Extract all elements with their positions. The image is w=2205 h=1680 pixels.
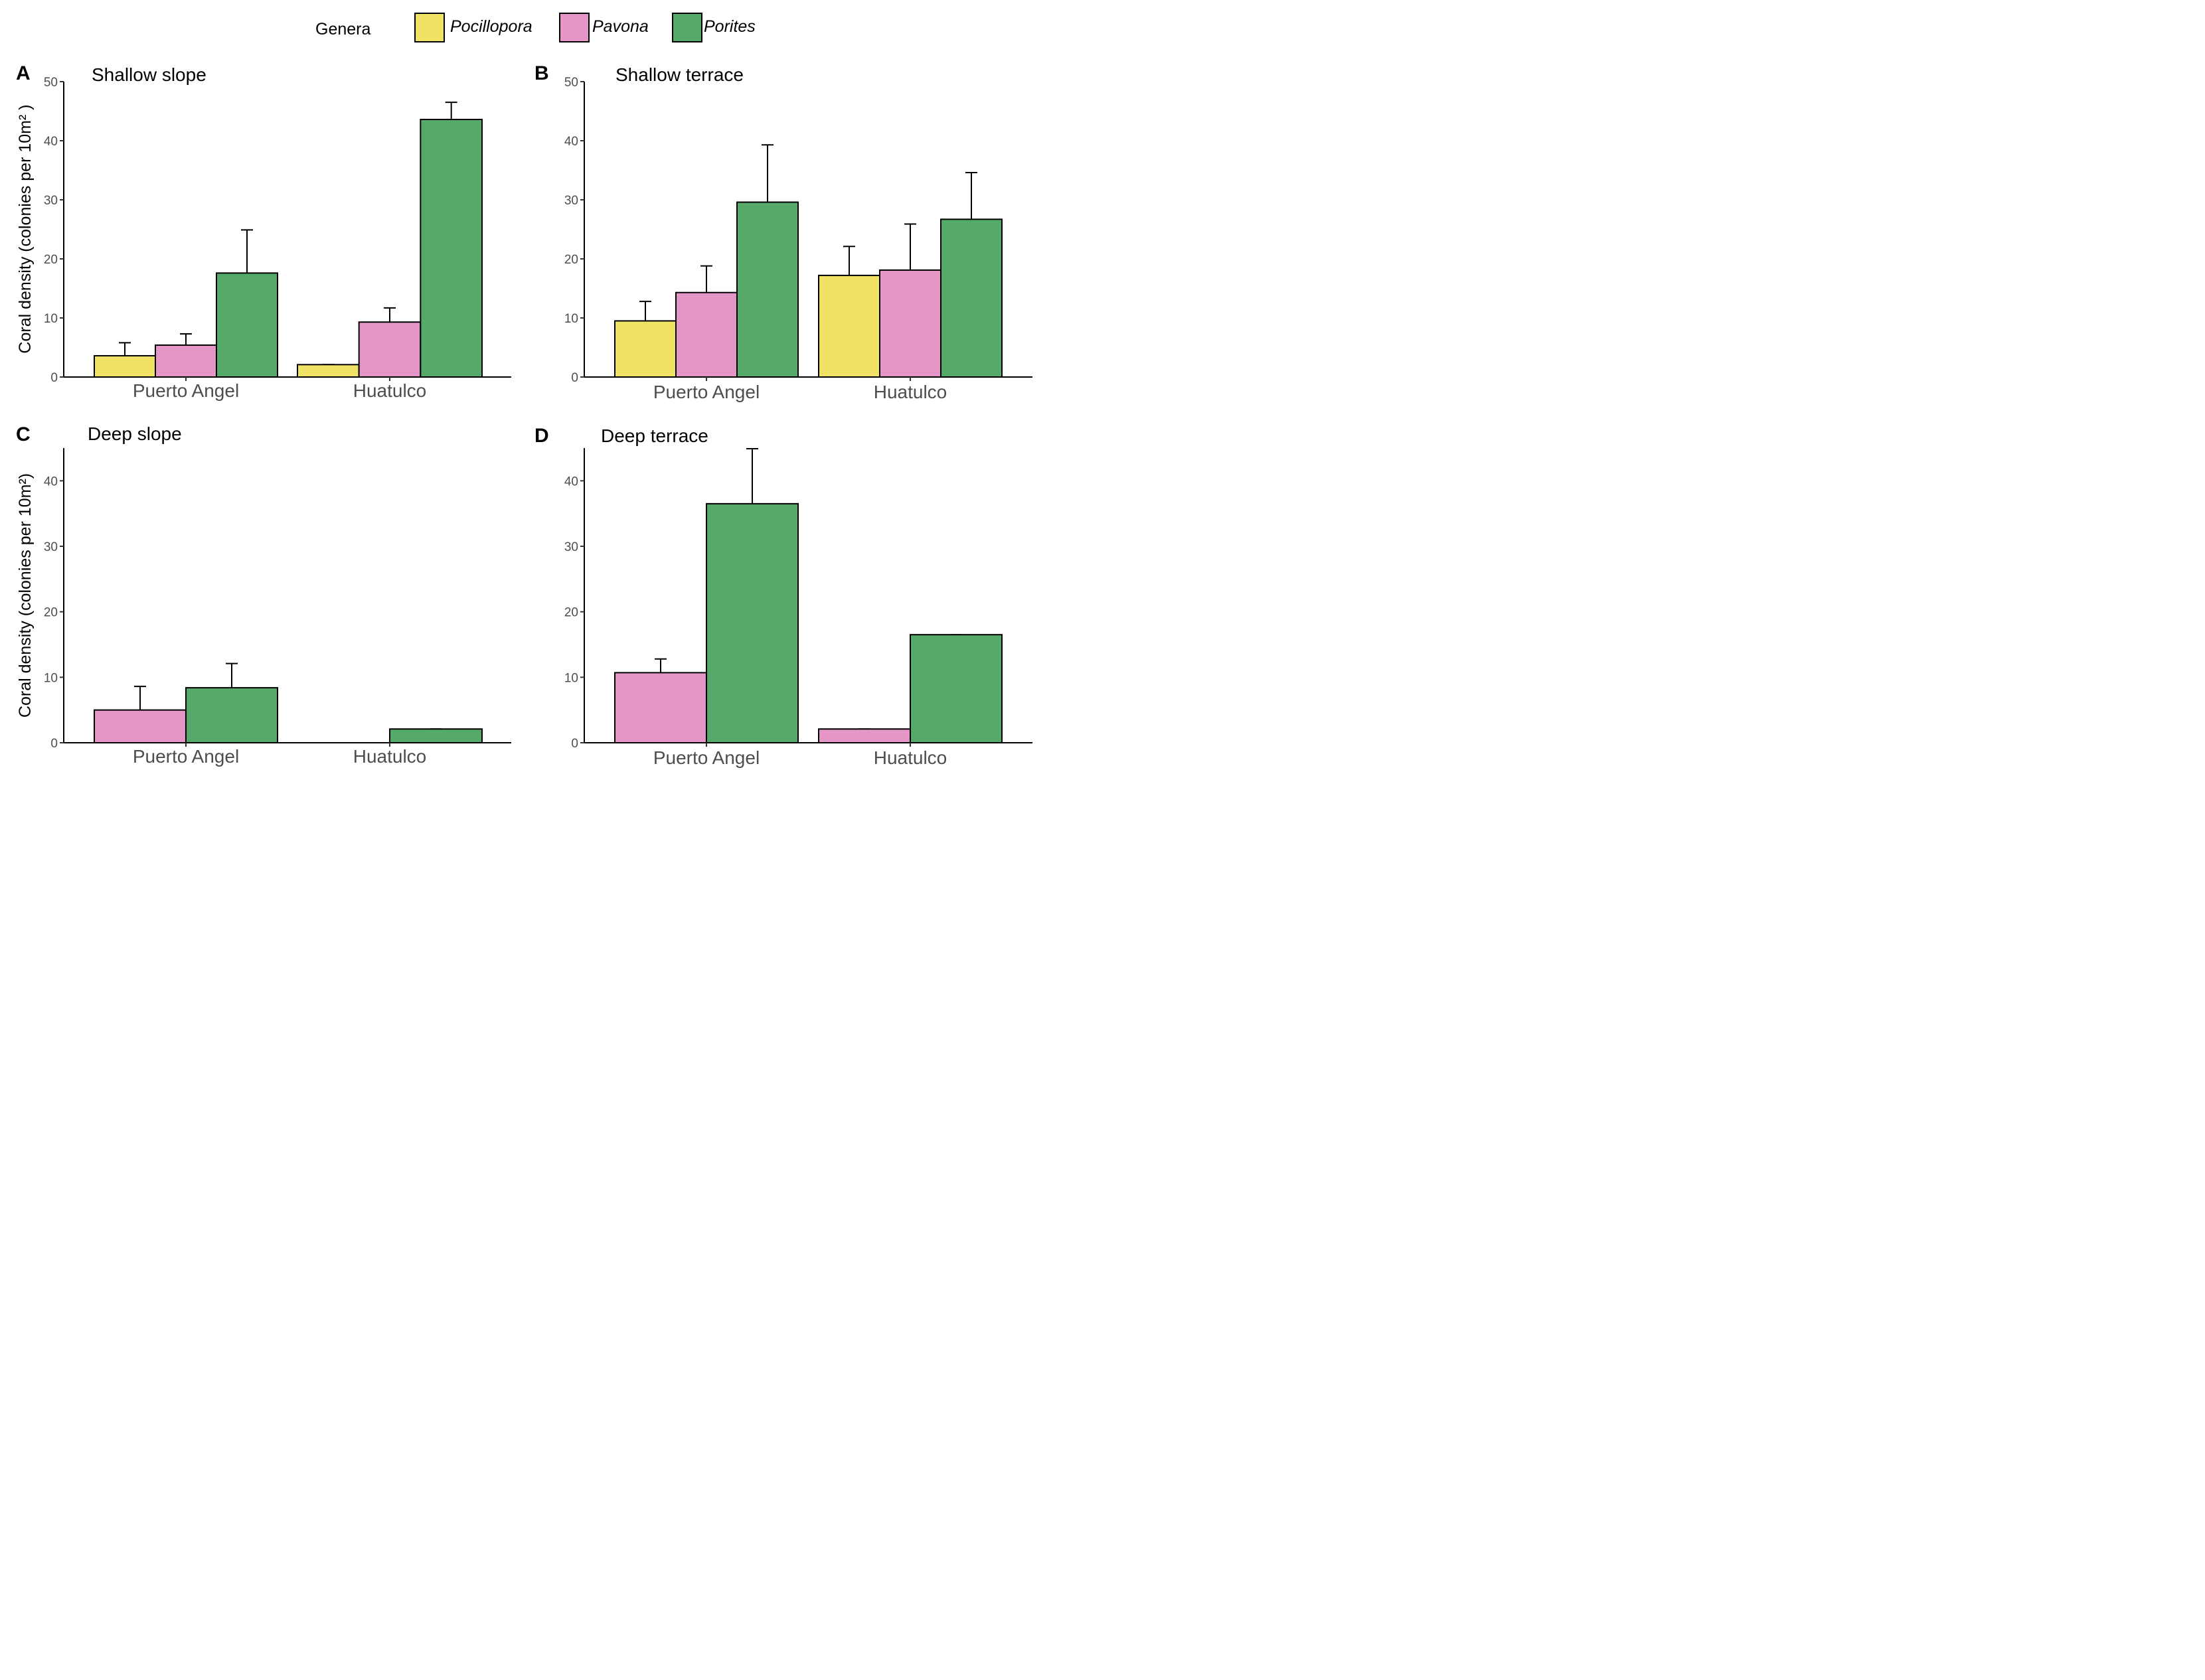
bar-pocillopora-puerto-angel: [94, 354, 156, 378]
legend-key-porites: [672, 13, 702, 42]
bar-pavona-puerto-angel: [675, 291, 738, 378]
legend: Genera Pocillopora Pavona Porites: [315, 13, 756, 42]
bar-pocillopora-huatulco: [297, 364, 360, 378]
x-tick-label: Huatulco: [874, 382, 947, 402]
y-tick-label: 50: [564, 76, 578, 90]
panels: 0 10 20 30 40 50 Puerto Angel Huatulco Shallow s…: [16, 62, 1032, 768]
panel-a: 0 10 20 30 40 50 Puerto Angel Huatulco Shallow s…: [16, 62, 511, 401]
bar-pavona-huatulco: [358, 321, 422, 378]
x-tick-label: Huatulco: [874, 747, 947, 768]
x-tick-label: Puerto Angel: [133, 746, 239, 767]
bar-porites-huatulco: [389, 728, 483, 744]
bar-porites-huatulco: [940, 218, 1003, 378]
panel-tag: D: [534, 425, 549, 447]
panel-c: 0 10 20 30 40 Puerto Angel Huatulco Deep slope C…: [16, 423, 511, 767]
x-tick-label: Huatulco: [353, 380, 427, 401]
bar-porites-puerto-angel: [216, 272, 278, 378]
y-tick-label: 0: [50, 737, 58, 751]
bar-pavona-huatulco: [818, 728, 911, 744]
figure: Genera Pocillopora Pavona Porites 0 10 20 30 4…: [16, 13, 1032, 768]
y-tick-label: 50: [44, 76, 58, 90]
bar-porites-huatulco: [420, 118, 483, 378]
x-tick-label: Puerto Angel: [653, 382, 760, 402]
y-tick-label: 0: [571, 737, 578, 751]
bar-porites-huatulco: [910, 634, 1003, 744]
panel-d: 0 10 20 30 40 Puerto Angel Huatulco Deep terrac…: [534, 425, 1032, 768]
x-tick-label: Puerto Angel: [133, 380, 239, 401]
y-axis-label: Coral density (colonies per 10m²): [16, 473, 35, 718]
bar-pavona-huatulco: [879, 269, 941, 378]
panel-b: 0 10 20 30 40 50 Puerto Angel Huatulco Shallow t…: [534, 62, 1032, 402]
x-tick-label: Puerto Angel: [653, 747, 760, 768]
y-tick-label: 10: [564, 671, 578, 685]
panel-title: Shallow slope: [92, 64, 206, 85]
bar-pocillopora-huatulco: [818, 274, 880, 378]
legend-title: Genera: [315, 20, 370, 38]
legend-key-pocillopora: [414, 13, 445, 42]
panel-tag: A: [16, 62, 31, 84]
panel-title: Shallow terrace: [615, 64, 744, 85]
y-tick-label: 40: [44, 135, 58, 149]
y-tick-label: 20: [564, 253, 578, 267]
y-tick-label: 30: [44, 540, 58, 554]
y-tick-label: 20: [44, 606, 58, 620]
legend-key-pavona: [559, 13, 590, 42]
bar-pocillopora-puerto-angel: [614, 320, 677, 378]
panel-tag: C: [16, 423, 31, 445]
bar-pavona-puerto-angel: [94, 709, 187, 743]
bar-pavona-puerto-angel: [614, 672, 707, 744]
legend-label-porites: Porites: [704, 17, 756, 36]
x-tick-label: Huatulco: [353, 746, 427, 767]
y-tick-label: 20: [44, 253, 58, 267]
y-tick-label: 10: [44, 671, 58, 685]
legend-label-pocillopora: Pocillopora: [450, 17, 532, 36]
panel-title: Deep slope: [88, 423, 182, 444]
panel-title: Deep terrace: [601, 425, 708, 446]
y-tick-label: 20: [564, 606, 578, 620]
bar-porites-puerto-angel: [185, 687, 278, 743]
y-tick-label: 30: [564, 194, 578, 208]
y-tick-label: 0: [571, 371, 578, 385]
y-axis-label: Coral density (colonies per 10m² ): [16, 104, 35, 353]
y-tick-label: 40: [564, 475, 578, 489]
y-tick-label: 10: [44, 312, 58, 326]
bar-porites-puerto-angel: [706, 502, 799, 743]
bar-porites-puerto-angel: [736, 201, 799, 378]
bar-pavona-puerto-angel: [155, 344, 217, 378]
y-tick-label: 30: [564, 540, 578, 554]
legend-label-pavona: Pavona: [592, 17, 649, 36]
panel-tag: B: [534, 62, 549, 84]
y-tick-label: 40: [564, 135, 578, 149]
y-tick-label: 10: [564, 312, 578, 326]
y-tick-label: 30: [44, 194, 58, 208]
y-tick-label: 0: [50, 371, 58, 385]
y-tick-label: 40: [44, 475, 58, 489]
